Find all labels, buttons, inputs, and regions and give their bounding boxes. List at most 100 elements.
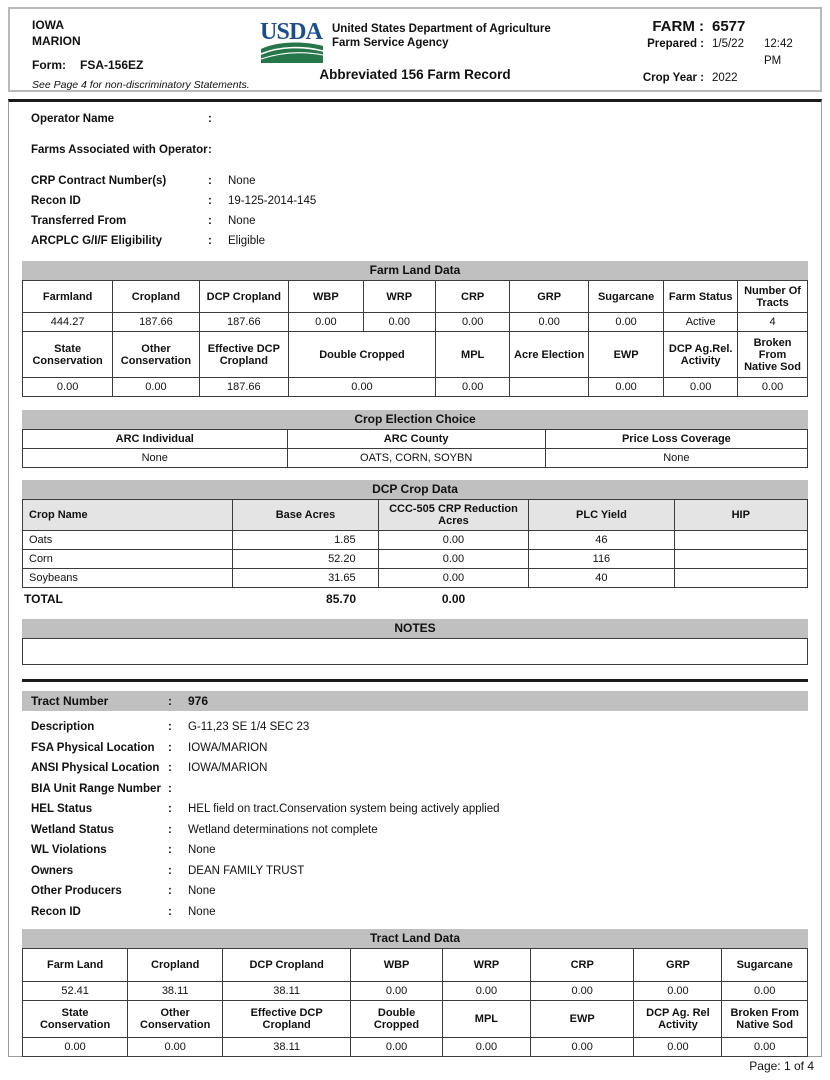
tract-row-label: FSA Physical Location [31, 741, 155, 754]
tract-number-value: 976 [188, 694, 209, 708]
column-header: State Conservation [21, 999, 129, 1038]
tract-recon-id-row: Recon ID : None [22, 905, 808, 919]
column-header: CRP [434, 280, 511, 313]
column-header: ARC Individual [22, 429, 288, 449]
arcplc-eligibility-value: Eligible [228, 235, 266, 247]
form-label: Form: [32, 58, 66, 72]
table-cell: 52.41 [21, 980, 129, 1001]
column-header: Double Cropped [288, 331, 436, 378]
tract-row-label: BIA Unit Range Number [31, 782, 161, 795]
dcp-crop-row: Oats 1.85 0.00 46 [21, 530, 809, 550]
dcp-crop-data-table: Crop Name Base Acres CCC-505 CRP Reducti… [21, 499, 809, 588]
table-cell: 0.00 [434, 377, 511, 397]
table-cell: 0.00 [112, 377, 200, 397]
table-cell: 0.00 [21, 377, 114, 397]
table-cell: 0.00 [21, 1036, 129, 1057]
tract-row-label: Description [31, 721, 95, 733]
column-header: Effective DCP Cropland [222, 999, 352, 1038]
table-cell: 187.66 [198, 377, 290, 397]
crop-election-table: ARC Individual ARC County Price Loss Cov… [22, 429, 809, 468]
tract-land-data-table: Farm Land Cropland DCP Cropland WBP WRP … [21, 947, 808, 1057]
table-cell: 0.00 [737, 377, 808, 397]
column-header: MPL [434, 331, 511, 378]
farm-land-value-row-2: 0.00 0.00 187.66 0.00 0.00 0.00 0.00 0.0… [21, 377, 808, 397]
document-title: Abbreviated 156 Farm Record [319, 67, 511, 82]
crop-year-value: 2022 [712, 72, 738, 84]
tract-details-section: Description : G-11,23 SE 1/4 SEC 23 FSA … [22, 720, 808, 919]
base-acres-cell: 52.20 [232, 549, 379, 569]
empty-cell [674, 588, 808, 609]
column-header: WBP [350, 947, 443, 982]
table-cell: 0.00 [362, 312, 436, 332]
hip-cell [673, 568, 809, 588]
operator-section: Operator Name : Farms Associated with Op… [22, 112, 808, 248]
empty-cell [528, 588, 675, 609]
crp-contract-label: CRP Contract Number(s) [31, 175, 167, 187]
tract-row-label: Owners [31, 864, 74, 877]
svg-text:USDA: USDA [260, 19, 324, 45]
crop-election-title: Crop Election Choice [22, 410, 808, 429]
crop-name-cell: Soybeans [21, 568, 234, 588]
column-header: HIP [673, 499, 809, 531]
hip-cell [673, 549, 809, 569]
crop-name-cell: Oats [21, 530, 234, 550]
column-header: DCP Cropland [198, 280, 290, 313]
dcp-total-row: TOTAL 85.70 0.00 [22, 588, 808, 609]
table-cell: 0.00 [288, 377, 436, 397]
column-header: Farm Land [21, 947, 129, 982]
tract-row-value: None [188, 885, 216, 897]
tract-row-value: None [188, 844, 216, 856]
table-cell: 0.00 [721, 980, 808, 1001]
header-center-block: USDA United States Department of Agricul… [260, 9, 570, 90]
plc-yield-cell: 116 [528, 549, 675, 569]
crp-contract-value: None [228, 175, 256, 187]
hel-status-row: HEL Status : HEL field on tract.Conserva… [22, 802, 808, 816]
colon: : [208, 215, 212, 227]
base-acres-cell: 31.65 [232, 568, 379, 588]
tract-row-label: ANSI Physical Location [31, 762, 160, 774]
crop-election-value-row: None OATS, CORN, SOYBN None [22, 448, 809, 468]
table-cell: OATS, CORN, SOYBN [286, 448, 546, 468]
agency-name: Farm Service Agency [332, 37, 449, 49]
department-name: United States Department of Agriculture [332, 23, 551, 35]
recon-id-label: Recon ID [31, 195, 81, 207]
notes-box [22, 638, 808, 665]
table-cell: 0.00 [434, 312, 511, 332]
table-cell: 0.00 [529, 980, 635, 1001]
ccc505-cell: 0.00 [377, 530, 530, 550]
arcplc-eligibility-row: ARCPLC G/I/F Eligibility : Eligible [22, 234, 808, 248]
farms-associated-row: Farms Associated with Operator : [22, 143, 808, 157]
recon-id-row: Recon ID : 19-125-2014-145 [22, 194, 808, 208]
tract-row-label: HEL Status [31, 803, 93, 815]
plc-yield-cell: 40 [528, 568, 675, 588]
column-header: Other Conservation [112, 331, 200, 378]
tract-row-label: Recon ID [31, 905, 81, 918]
table-cell: None [22, 448, 288, 468]
column-header: EWP [529, 999, 635, 1038]
farms-associated-label: Farms Associated with Operator [31, 144, 208, 156]
column-header: GRP [633, 947, 723, 982]
colon: : [208, 235, 212, 247]
transferred-from-value: None [228, 215, 256, 227]
table-cell: 0.00 [587, 312, 665, 332]
form-number-line: Form: FSA-156EZ [32, 58, 260, 72]
column-header: MPL [441, 999, 531, 1038]
colon: : [208, 175, 212, 187]
colon: : [168, 762, 172, 774]
total-label: TOTAL [22, 588, 233, 609]
prepared-time: 12:42 PM [763, 38, 793, 67]
total-base-acres: 85.70 [232, 588, 379, 609]
dcp-crop-row: Corn 52.20 0.00 116 [21, 549, 809, 569]
tract-number-label: Tract Number [31, 694, 109, 708]
tract-row-label: Other Producers [31, 885, 122, 897]
tract-number-bar: Tract Number : 976 [22, 691, 808, 711]
table-cell: None [544, 448, 809, 468]
wl-violations-row: WL Violations : None [22, 843, 808, 857]
column-header: Cropland [112, 280, 200, 313]
farm-land-data-table: Farmland Cropland DCP Cropland WBP WRP C… [21, 280, 808, 397]
table-cell: 0.00 [350, 980, 443, 1001]
document-body: Operator Name : Farms Associated with Op… [8, 99, 822, 1057]
table-cell: 187.66 [198, 312, 290, 332]
table-cell: 4 [737, 312, 808, 332]
crop-election-section: Crop Election Choice ARC Individual ARC … [22, 410, 809, 468]
